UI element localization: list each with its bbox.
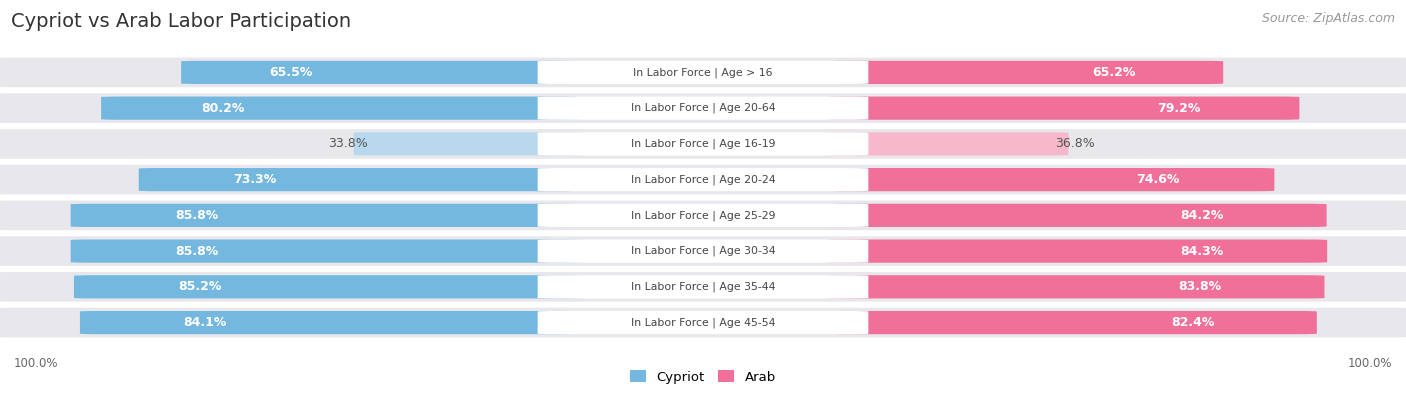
FancyBboxPatch shape: [537, 96, 869, 120]
Text: 100.0%: 100.0%: [1347, 357, 1392, 370]
Text: 85.8%: 85.8%: [176, 209, 218, 222]
FancyBboxPatch shape: [0, 272, 1406, 302]
Text: 85.8%: 85.8%: [176, 245, 218, 258]
FancyBboxPatch shape: [537, 61, 869, 84]
Text: 84.2%: 84.2%: [1180, 209, 1223, 222]
FancyBboxPatch shape: [101, 96, 579, 120]
FancyBboxPatch shape: [0, 58, 1406, 87]
Text: In Labor Force | Age 20-24: In Labor Force | Age 20-24: [631, 174, 775, 185]
FancyBboxPatch shape: [827, 61, 1223, 84]
FancyBboxPatch shape: [827, 132, 1069, 156]
FancyBboxPatch shape: [181, 61, 579, 84]
Text: In Labor Force | Age 25-29: In Labor Force | Age 25-29: [631, 210, 775, 221]
FancyBboxPatch shape: [537, 204, 869, 227]
FancyBboxPatch shape: [0, 93, 1406, 123]
Text: Cypriot vs Arab Labor Participation: Cypriot vs Arab Labor Participation: [11, 12, 352, 31]
FancyBboxPatch shape: [827, 239, 1327, 263]
Text: In Labor Force | Age 30-34: In Labor Force | Age 30-34: [631, 246, 775, 256]
Legend: Cypriot, Arab: Cypriot, Arab: [626, 365, 780, 389]
Text: Source: ZipAtlas.com: Source: ZipAtlas.com: [1261, 12, 1395, 25]
FancyBboxPatch shape: [354, 132, 579, 156]
Text: 84.1%: 84.1%: [183, 316, 226, 329]
Text: 36.8%: 36.8%: [1054, 137, 1095, 150]
FancyBboxPatch shape: [80, 311, 579, 334]
Text: In Labor Force | Age 35-44: In Labor Force | Age 35-44: [631, 282, 775, 292]
FancyBboxPatch shape: [75, 275, 579, 299]
FancyBboxPatch shape: [537, 132, 869, 156]
FancyBboxPatch shape: [537, 275, 869, 299]
FancyBboxPatch shape: [827, 311, 1317, 334]
Text: In Labor Force | Age 16-19: In Labor Force | Age 16-19: [631, 139, 775, 149]
FancyBboxPatch shape: [537, 239, 869, 263]
Text: 84.3%: 84.3%: [1181, 245, 1223, 258]
FancyBboxPatch shape: [0, 201, 1406, 230]
FancyBboxPatch shape: [0, 236, 1406, 266]
Text: In Labor Force | Age > 16: In Labor Force | Age > 16: [633, 67, 773, 78]
FancyBboxPatch shape: [827, 204, 1327, 227]
FancyBboxPatch shape: [0, 165, 1406, 194]
Text: 100.0%: 100.0%: [14, 357, 59, 370]
Text: In Labor Force | Age 20-64: In Labor Force | Age 20-64: [631, 103, 775, 113]
Text: 74.6%: 74.6%: [1136, 173, 1180, 186]
Text: 85.2%: 85.2%: [179, 280, 221, 293]
FancyBboxPatch shape: [537, 311, 869, 334]
FancyBboxPatch shape: [827, 96, 1299, 120]
Text: 65.2%: 65.2%: [1092, 66, 1136, 79]
FancyBboxPatch shape: [827, 275, 1324, 299]
Text: In Labor Force | Age 45-54: In Labor Force | Age 45-54: [631, 317, 775, 328]
FancyBboxPatch shape: [827, 168, 1274, 191]
Text: 79.2%: 79.2%: [1157, 102, 1201, 115]
FancyBboxPatch shape: [0, 308, 1406, 337]
Text: 33.8%: 33.8%: [328, 137, 367, 150]
FancyBboxPatch shape: [139, 168, 579, 191]
FancyBboxPatch shape: [0, 129, 1406, 159]
FancyBboxPatch shape: [70, 239, 579, 263]
Text: 83.8%: 83.8%: [1178, 280, 1222, 293]
FancyBboxPatch shape: [537, 168, 869, 191]
Text: 80.2%: 80.2%: [201, 102, 245, 115]
FancyBboxPatch shape: [70, 204, 579, 227]
Text: 65.5%: 65.5%: [269, 66, 312, 79]
Text: 82.4%: 82.4%: [1171, 316, 1215, 329]
Text: 73.3%: 73.3%: [233, 173, 276, 186]
